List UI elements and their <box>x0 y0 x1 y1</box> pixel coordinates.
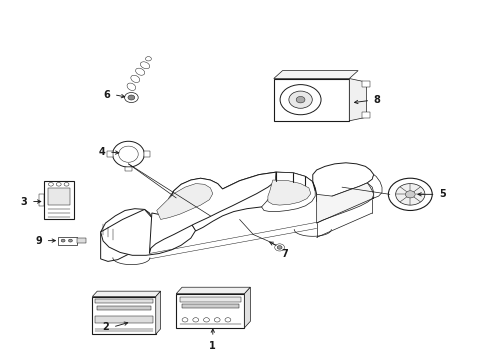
Circle shape <box>296 96 305 103</box>
Circle shape <box>61 239 65 242</box>
Polygon shape <box>312 163 373 202</box>
Text: 4: 4 <box>99 147 105 157</box>
Circle shape <box>56 183 61 186</box>
Circle shape <box>387 178 431 211</box>
FancyBboxPatch shape <box>176 294 244 328</box>
FancyBboxPatch shape <box>180 297 240 302</box>
Text: 3: 3 <box>20 197 27 207</box>
FancyBboxPatch shape <box>92 297 156 334</box>
FancyBboxPatch shape <box>273 78 348 121</box>
Circle shape <box>182 318 187 322</box>
Circle shape <box>68 239 72 242</box>
Polygon shape <box>273 71 357 78</box>
Text: 8: 8 <box>373 95 380 105</box>
Text: 2: 2 <box>102 322 109 332</box>
Circle shape <box>145 57 151 61</box>
FancyBboxPatch shape <box>77 238 85 243</box>
Circle shape <box>124 93 138 103</box>
Polygon shape <box>101 209 152 261</box>
Text: 7: 7 <box>281 249 288 259</box>
FancyBboxPatch shape <box>39 194 43 206</box>
Ellipse shape <box>140 62 149 69</box>
FancyBboxPatch shape <box>182 305 238 308</box>
Polygon shape <box>101 210 195 255</box>
Circle shape <box>405 191 414 198</box>
Polygon shape <box>176 287 250 294</box>
Polygon shape <box>156 291 160 334</box>
Circle shape <box>224 318 230 322</box>
Text: 5: 5 <box>439 189 446 199</box>
Circle shape <box>280 85 321 115</box>
Circle shape <box>395 184 424 205</box>
FancyBboxPatch shape <box>361 81 369 87</box>
Circle shape <box>128 95 135 100</box>
FancyBboxPatch shape <box>144 151 150 157</box>
Circle shape <box>214 318 220 322</box>
FancyBboxPatch shape <box>95 316 153 323</box>
Circle shape <box>48 183 53 186</box>
Polygon shape <box>366 175 381 199</box>
FancyBboxPatch shape <box>58 237 77 244</box>
Ellipse shape <box>131 75 140 82</box>
Circle shape <box>64 183 69 186</box>
Circle shape <box>274 244 284 251</box>
Circle shape <box>288 91 312 108</box>
FancyBboxPatch shape <box>43 181 74 220</box>
Text: 9: 9 <box>35 235 42 246</box>
FancyBboxPatch shape <box>47 188 70 205</box>
FancyBboxPatch shape <box>124 167 132 171</box>
FancyBboxPatch shape <box>107 151 113 157</box>
Polygon shape <box>92 291 160 297</box>
Polygon shape <box>316 183 373 223</box>
Text: 6: 6 <box>103 90 110 100</box>
Polygon shape <box>348 78 366 121</box>
Ellipse shape <box>127 83 135 90</box>
Polygon shape <box>157 184 212 220</box>
Circle shape <box>277 246 282 249</box>
FancyBboxPatch shape <box>361 112 369 118</box>
Text: 1: 1 <box>209 341 216 351</box>
Polygon shape <box>166 178 222 223</box>
Polygon shape <box>244 287 250 328</box>
FancyBboxPatch shape <box>97 306 151 310</box>
Polygon shape <box>261 172 315 212</box>
Circle shape <box>192 318 198 322</box>
Polygon shape <box>190 172 315 231</box>
Polygon shape <box>267 180 310 205</box>
FancyBboxPatch shape <box>95 300 153 303</box>
Ellipse shape <box>135 68 144 75</box>
Circle shape <box>203 318 209 322</box>
Polygon shape <box>149 172 276 253</box>
